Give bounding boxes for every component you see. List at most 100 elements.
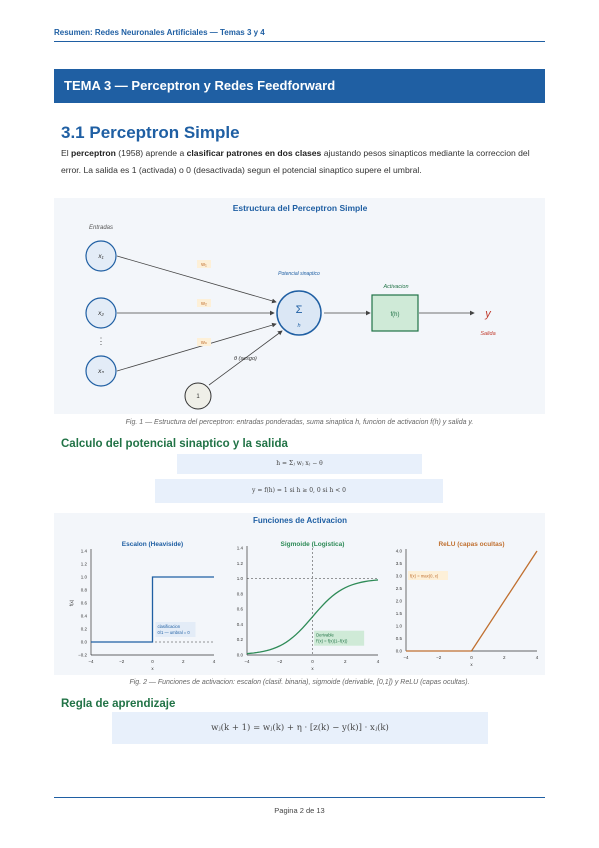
equation-output: y = f(h) = 1 si h ≥ 0, 0 si h < 0: [155, 479, 443, 503]
intro-bold-1: perceptron: [71, 148, 116, 158]
header-rule: [54, 41, 545, 42]
y-tick-label-2-6: 3.0: [396, 574, 403, 579]
x-tick-label-1-3: 2: [344, 659, 347, 664]
y-tick-label-2-2: 1.0: [396, 624, 403, 629]
y-tick-label-2-3: 1.5: [396, 611, 403, 616]
figure1-title: Estructura del Perceptron Simple: [233, 203, 368, 213]
activation-fh: f(h): [391, 312, 400, 318]
y-tick-label-0-6: 1.0: [81, 575, 88, 580]
figure2-caption: Fig. 2 — Funciones de activacion: escalo…: [129, 679, 470, 686]
x-tick-label-1-4: 4: [377, 659, 380, 664]
intro-text-2: (1958) aprende a: [115, 148, 187, 158]
x-tick-label-1-1: −2: [277, 659, 283, 664]
x-tick-label-2-0: −4: [403, 655, 409, 660]
y-tick-label-0-7: 1.2: [81, 562, 88, 567]
weight-label-1: w₁: [200, 262, 207, 268]
input-label-1: x₁: [97, 253, 103, 260]
intro-bold-2: clasificar patrones en dos clases: [186, 148, 322, 158]
y-tick-label-0-2: 0.2: [81, 627, 88, 632]
activation-functions-chart: Funciones de Activacion Escalon (Heavisi…: [69, 516, 539, 671]
y-tick-label-0-1: 0.0: [81, 640, 88, 645]
y-tick-label-2-7: 3.5: [396, 561, 403, 566]
weight-bg-1: [197, 260, 211, 268]
x-tick-label-2-1: −2: [436, 655, 442, 660]
y-tick-label-1-4: 0.8: [237, 591, 244, 596]
y-tick-label-1-0: 0.0: [237, 653, 244, 658]
x-tick-label-2-4: 4: [536, 655, 539, 660]
x-tick-label-1-2: 0: [311, 659, 314, 664]
bias-label: θ (sesgo): [234, 356, 257, 362]
y-tick-label-0-8: 1.4: [81, 549, 88, 554]
weight-label-2: w₂: [200, 301, 207, 307]
series-line-0: [91, 576, 214, 643]
x-axis-label-1: x: [311, 666, 314, 671]
y-tick-label-1-2: 0.4: [237, 622, 244, 627]
ellipsis-dots: ⋮: [97, 336, 106, 346]
series-line-2: [406, 550, 538, 652]
annotation-1-line2: f'(x) = f(x)(1−f(x)): [316, 639, 348, 644]
annotation-bg-2: [408, 571, 448, 580]
y-tick-label-1-6: 1.2: [237, 561, 244, 566]
y-tick-label-0-3: 0.4: [81, 614, 88, 619]
y-tick-label-0-4: 0.6: [81, 601, 88, 606]
annotation-bg-1: [314, 630, 365, 646]
input-label-n: xₙ: [97, 368, 104, 375]
perceptron-figure: Estructura del Perceptron Simple Entrada…: [54, 198, 545, 414]
intro-paragraph: El perceptron (1958) aprende a clasifica…: [61, 145, 541, 179]
summation-h: h: [297, 323, 300, 329]
x-tick-label-0-1: −2: [119, 659, 125, 664]
activation-label: Activacion: [382, 284, 408, 290]
input-node-1: [85, 240, 117, 272]
subsection-title-2: Regla de aprendizaje: [61, 698, 176, 710]
figure1-caption: Fig. 1 — Estructura del perceptron: entr…: [125, 419, 474, 426]
y-tick-label-0-5: 0.8: [81, 588, 88, 593]
input-node-2: [85, 297, 117, 329]
annotation-0-line1: clasificacion: [158, 624, 181, 629]
figure2-title: Funciones de Activacion: [253, 516, 347, 525]
activation-box: [371, 294, 419, 332]
x-tick-label-2-3: 2: [503, 655, 506, 660]
x-tick-label-0-3: 2: [182, 659, 185, 664]
bias-node-label: 1: [196, 394, 200, 400]
output-y: y: [484, 308, 492, 320]
y-tick-label-1-5: 1.0: [237, 576, 244, 581]
series-line-1: [246, 579, 379, 655]
input-label-2: x₂: [97, 310, 104, 317]
panel-title-0: Escalon (Heaviside): [122, 541, 183, 548]
y-tick-label-2-0: 0.0: [396, 649, 403, 654]
y-tick-label-2-4: 2.0: [396, 599, 403, 604]
y-tick-label-1-7: 1.4: [237, 546, 244, 551]
x-tick-label-0-0: −4: [88, 659, 94, 664]
equation-learning-rule: wⱼ(k + 1) = wⱼ(k) + η · [z(k) − y(k)] · …: [112, 712, 488, 744]
subsection-title-1: Calculo del potencial sinaptico y la sal…: [61, 438, 288, 450]
y-tick-label-0-0: −0.2: [78, 653, 87, 658]
weight-bg-n: [197, 338, 211, 346]
perceptron-diagram: Estructura del Perceptron Simple Entrada…: [85, 203, 496, 410]
y-tick-label-2-1: 0.5: [396, 636, 403, 641]
footer-rule: [54, 797, 545, 798]
weight-label-n: wₙ: [200, 340, 208, 346]
y-tick-label-1-1: 0.2: [237, 637, 244, 642]
output-label: Salida: [480, 331, 495, 337]
y-axis-label-0: f(x): [69, 599, 74, 606]
annotation-bg-0: [155, 622, 196, 637]
page-number: Pagina 2 de 13: [274, 806, 325, 815]
summation-node: [276, 290, 322, 336]
intro-text-3: ajustando pesos sinapticos mediante la c…: [61, 148, 530, 175]
summation-symbol: Σ: [296, 304, 303, 316]
equation-potential: h = Σⱼ wⱼ xⱼ − θ: [177, 454, 422, 474]
annotation-1-line1: Derivable: [316, 633, 334, 638]
panel-title-2: ReLU (capas ocultas): [438, 541, 504, 548]
intro-text-1: El: [61, 148, 72, 158]
input-node-n: [85, 355, 117, 387]
chapter-banner: TEMA 3 — Perceptron y Redes Feedforward: [54, 69, 545, 103]
x-tick-label-0-2: 0: [151, 659, 154, 664]
panel-title-1: Sigmoide (Logistica): [281, 541, 345, 548]
x-tick-label-1-0: −4: [244, 659, 250, 664]
y-tick-label-2-8: 4.0: [396, 549, 403, 554]
weight-bg-2: [197, 299, 211, 307]
y-tick-label-2-5: 2.5: [396, 586, 403, 591]
annotation-0-line2: 0/1 — umbral = 0: [158, 630, 191, 635]
x-axis-label-0: x: [151, 666, 154, 671]
x-tick-label-0-4: 4: [213, 659, 216, 664]
